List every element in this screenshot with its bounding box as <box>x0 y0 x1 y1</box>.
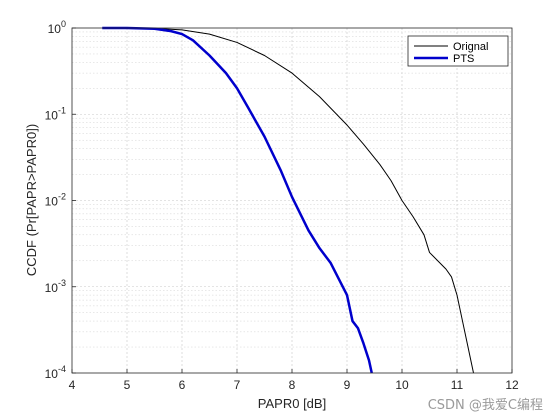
x-tick-label: 8 <box>289 378 296 392</box>
y-tick-label: 10-2 <box>45 192 66 209</box>
x-tick-label: 9 <box>344 378 351 392</box>
y-axis-label: CCDF (Pr[PAPR>PAPR0]) <box>24 124 39 276</box>
major-grid <box>72 28 512 373</box>
x-axis-label: PAPR0 [dB] <box>258 396 326 411</box>
y-tick-label: 100 <box>48 19 66 36</box>
x-tick-label: 11 <box>451 378 464 392</box>
legend-label-2: PTS <box>453 53 474 65</box>
series-line-2 <box>102 26 373 374</box>
y-tick-label: 10-4 <box>45 364 66 381</box>
series-line-1 <box>105 27 474 374</box>
legend-label-1: Orignal <box>453 41 488 53</box>
watermark-text: CSDN @我爱C编程 <box>427 398 543 413</box>
x-tick-label: 5 <box>124 378 131 392</box>
x-tick-label: 12 <box>505 378 519 392</box>
x-tick-label: 6 <box>179 378 186 392</box>
legend-box <box>407 35 509 67</box>
y-tick-label: 10-3 <box>45 278 66 295</box>
x-axis: 4 5 6 7 8 9 10 11 12 <box>69 369 519 392</box>
y-axis: 100 10-1 10-2 10-3 10-4 <box>45 19 76 381</box>
x-tick-label: 4 <box>69 378 76 392</box>
x-tick-label: 7 <box>234 378 241 392</box>
series-layer <box>102 26 474 374</box>
y-tick-label: 10-1 <box>45 105 66 122</box>
x-tick-label: 10 <box>395 378 409 392</box>
